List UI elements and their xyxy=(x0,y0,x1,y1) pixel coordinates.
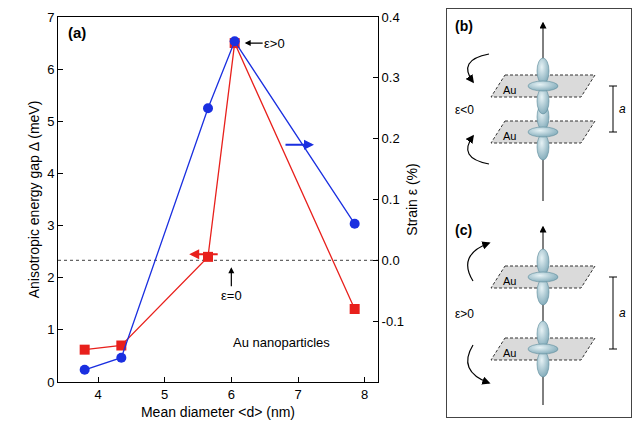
svg-text:8: 8 xyxy=(361,387,368,402)
svg-text:1: 1 xyxy=(47,322,54,337)
svg-text:(b): (b) xyxy=(455,18,473,34)
svg-text:Au: Au xyxy=(503,275,516,287)
svg-text:(c): (c) xyxy=(455,222,472,238)
svg-text:Mean diameter <d> (nm): Mean diameter <d> (nm) xyxy=(141,404,295,420)
svg-text:7: 7 xyxy=(294,387,301,402)
svg-text:0.4: 0.4 xyxy=(382,10,400,25)
svg-text:7: 7 xyxy=(47,10,54,25)
svg-text:0.3: 0.3 xyxy=(382,70,400,85)
svg-text:Au: Au xyxy=(503,347,516,359)
svg-text:ε=0: ε=0 xyxy=(221,288,242,303)
svg-text:6: 6 xyxy=(228,387,235,402)
svg-text:ε>0: ε>0 xyxy=(455,307,474,321)
svg-text:6: 6 xyxy=(47,62,54,77)
svg-text:Strain ε (%): Strain ε (%) xyxy=(404,163,420,235)
svg-text:(a): (a) xyxy=(68,24,86,41)
svg-text:a: a xyxy=(619,306,626,320)
svg-text:3: 3 xyxy=(47,218,54,233)
svg-text:Au: Au xyxy=(503,84,516,96)
svg-text:Au: Au xyxy=(503,130,516,142)
svg-text:5: 5 xyxy=(47,114,54,129)
svg-text:4: 4 xyxy=(94,387,101,402)
svg-text:0: 0 xyxy=(47,375,54,390)
svg-text:5: 5 xyxy=(161,387,168,402)
svg-text:2: 2 xyxy=(47,270,54,285)
svg-text:a: a xyxy=(619,102,626,116)
svg-text:0.0: 0.0 xyxy=(382,253,400,268)
svg-text:ε>0: ε>0 xyxy=(264,36,285,51)
svg-text:ε<0: ε<0 xyxy=(455,103,474,117)
svg-text:4: 4 xyxy=(47,166,54,181)
svg-text:0.1: 0.1 xyxy=(382,192,400,207)
svg-text:Anisotropic energy gap Δ (meV): Anisotropic energy gap Δ (meV) xyxy=(26,101,42,299)
svg-text:-0.1: -0.1 xyxy=(382,314,404,329)
svg-text:Au nanoparticles: Au nanoparticles xyxy=(233,335,330,350)
svg-text:0.2: 0.2 xyxy=(382,131,400,146)
